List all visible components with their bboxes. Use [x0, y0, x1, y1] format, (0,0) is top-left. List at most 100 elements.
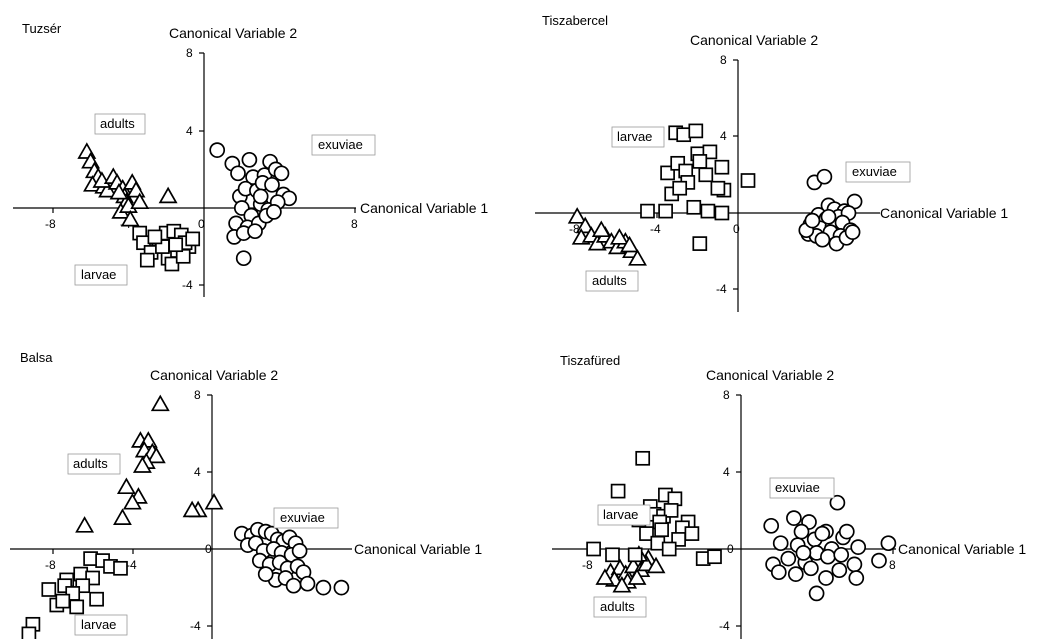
- data-point-exuviae: [838, 523, 855, 540]
- x-axis-label: Canonical Variable 1: [898, 541, 1026, 557]
- annotation-larvae: larvae: [81, 267, 116, 282]
- data-point-larvae: [605, 547, 620, 563]
- data-point-larvae: [639, 526, 654, 541]
- panel-title: Tiszafüred: [560, 353, 620, 368]
- annotation-exuviae: exuviae: [775, 480, 820, 495]
- data-point-exuviae: [814, 525, 831, 542]
- data-point-adults: [120, 209, 140, 227]
- data-point-larvae: [147, 229, 163, 245]
- annotation-adults: adults: [600, 599, 635, 614]
- y-tick-label: -4: [182, 278, 193, 292]
- data-point-adults: [627, 568, 647, 585]
- x-tick-label: -8: [582, 558, 593, 572]
- annotation-box: [273, 507, 339, 529]
- data-point-larvae: [684, 526, 700, 541]
- data-point-exuviae: [820, 548, 836, 565]
- data-point-larvae: [168, 237, 184, 253]
- x-tick-label: -4: [126, 558, 137, 572]
- y-axis-label: Canonical Variable 2: [169, 25, 297, 41]
- annotation-box: [769, 477, 835, 499]
- x-tick-label: -4: [650, 222, 661, 236]
- data-point-larvae: [610, 483, 626, 499]
- data-point-exuviae: [871, 552, 887, 569]
- annotation-exuviae: exuviae: [852, 164, 897, 179]
- data-point-adults: [130, 192, 150, 210]
- x-tick-label: 8: [351, 217, 358, 231]
- data-point-exuviae: [252, 188, 269, 205]
- data-point-larvae: [663, 503, 679, 518]
- annotation-exuviae: exuviae: [280, 510, 325, 525]
- data-point-larvae: [692, 154, 708, 169]
- data-point-exuviae: [846, 556, 863, 573]
- annotation-exuviae: exuviae: [318, 137, 363, 152]
- data-point-exuviae: [850, 539, 867, 555]
- data-point-larvae: [692, 236, 708, 251]
- data-point-adults: [567, 207, 587, 224]
- data-point-larvae: [21, 626, 37, 639]
- x-tick-label: 0: [205, 542, 212, 556]
- data-point-exuviae: [880, 535, 897, 552]
- data-point-exuviae: [266, 204, 282, 220]
- data-point-exuviae: [787, 566, 804, 582]
- panel-title: Tiszabercel: [542, 13, 608, 28]
- data-point-exuviae: [829, 494, 846, 511]
- panel-tiszafured: Tiszafüred -8 0 8 8 4 -4 Canonical Varia…: [552, 353, 1026, 639]
- y-axis-label: Canonical Variable 2: [690, 32, 818, 48]
- annotation-box: [611, 126, 665, 148]
- data-point-exuviae: [291, 543, 308, 559]
- annotation-box: [67, 453, 121, 475]
- data-point-larvae: [688, 123, 704, 139]
- data-point-larvae: [740, 173, 756, 188]
- data-point-exuviae: [241, 151, 258, 168]
- data-point-exuviae: [844, 224, 861, 240]
- data-point-larvae: [658, 203, 673, 219]
- data-point-exuviae: [818, 570, 834, 586]
- data-point-exuviae: [209, 142, 226, 158]
- x-axis-label: Canonical Variable 1: [354, 541, 482, 557]
- data-point-exuviae: [299, 575, 316, 592]
- x-tick-label: -8: [45, 217, 56, 231]
- data-point-exuviae: [808, 585, 825, 602]
- annotation-larvae: larvae: [81, 617, 116, 632]
- annotation-box: [94, 113, 146, 135]
- y-tick-label: 4: [723, 465, 730, 479]
- data-point-larvae: [41, 582, 57, 597]
- data-point-exuviae: [315, 579, 332, 596]
- data-point-larvae: [698, 167, 714, 183]
- data-point-exuviae: [780, 550, 797, 567]
- data-point-exuviae: [763, 517, 780, 534]
- annotation-box: [845, 161, 911, 183]
- data-point-adults: [609, 228, 629, 245]
- x-tick-label: -8: [45, 558, 56, 572]
- data-point-adults: [122, 492, 142, 510]
- data-point-larvae: [55, 593, 71, 609]
- data-point-exuviae: [257, 566, 274, 582]
- data-point-adults: [150, 394, 170, 412]
- data-point-larvae: [113, 560, 128, 576]
- data-point-exuviae: [772, 535, 789, 552]
- data-point-larvae: [707, 549, 722, 565]
- y-tick-label: -4: [190, 619, 201, 633]
- x-tick-label: 0: [727, 542, 734, 556]
- data-point-larvae: [714, 205, 730, 221]
- annotation-box: [74, 264, 128, 286]
- data-point-adults: [75, 516, 95, 533]
- y-tick-label: 4: [186, 124, 193, 138]
- data-point-larvae: [676, 127, 692, 143]
- annotation-adults: adults: [100, 116, 135, 131]
- data-point-exuviae: [273, 165, 290, 182]
- data-point-adults: [595, 568, 615, 585]
- data-point-adults: [612, 575, 632, 593]
- x-tick-label: -8: [569, 222, 580, 236]
- y-tick-label: 8: [720, 53, 727, 67]
- data-point-exuviae: [848, 570, 865, 586]
- data-point-larvae: [89, 591, 104, 607]
- data-point-exuviae: [814, 231, 831, 248]
- data-point-larvae: [661, 541, 677, 557]
- data-point-larvae: [83, 551, 98, 566]
- data-point-larvae: [672, 180, 688, 196]
- x-tick-label: 0: [198, 217, 205, 231]
- data-point-larvae: [700, 203, 716, 219]
- data-point-exuviae: [786, 510, 802, 526]
- data-point-exuviae: [795, 545, 812, 561]
